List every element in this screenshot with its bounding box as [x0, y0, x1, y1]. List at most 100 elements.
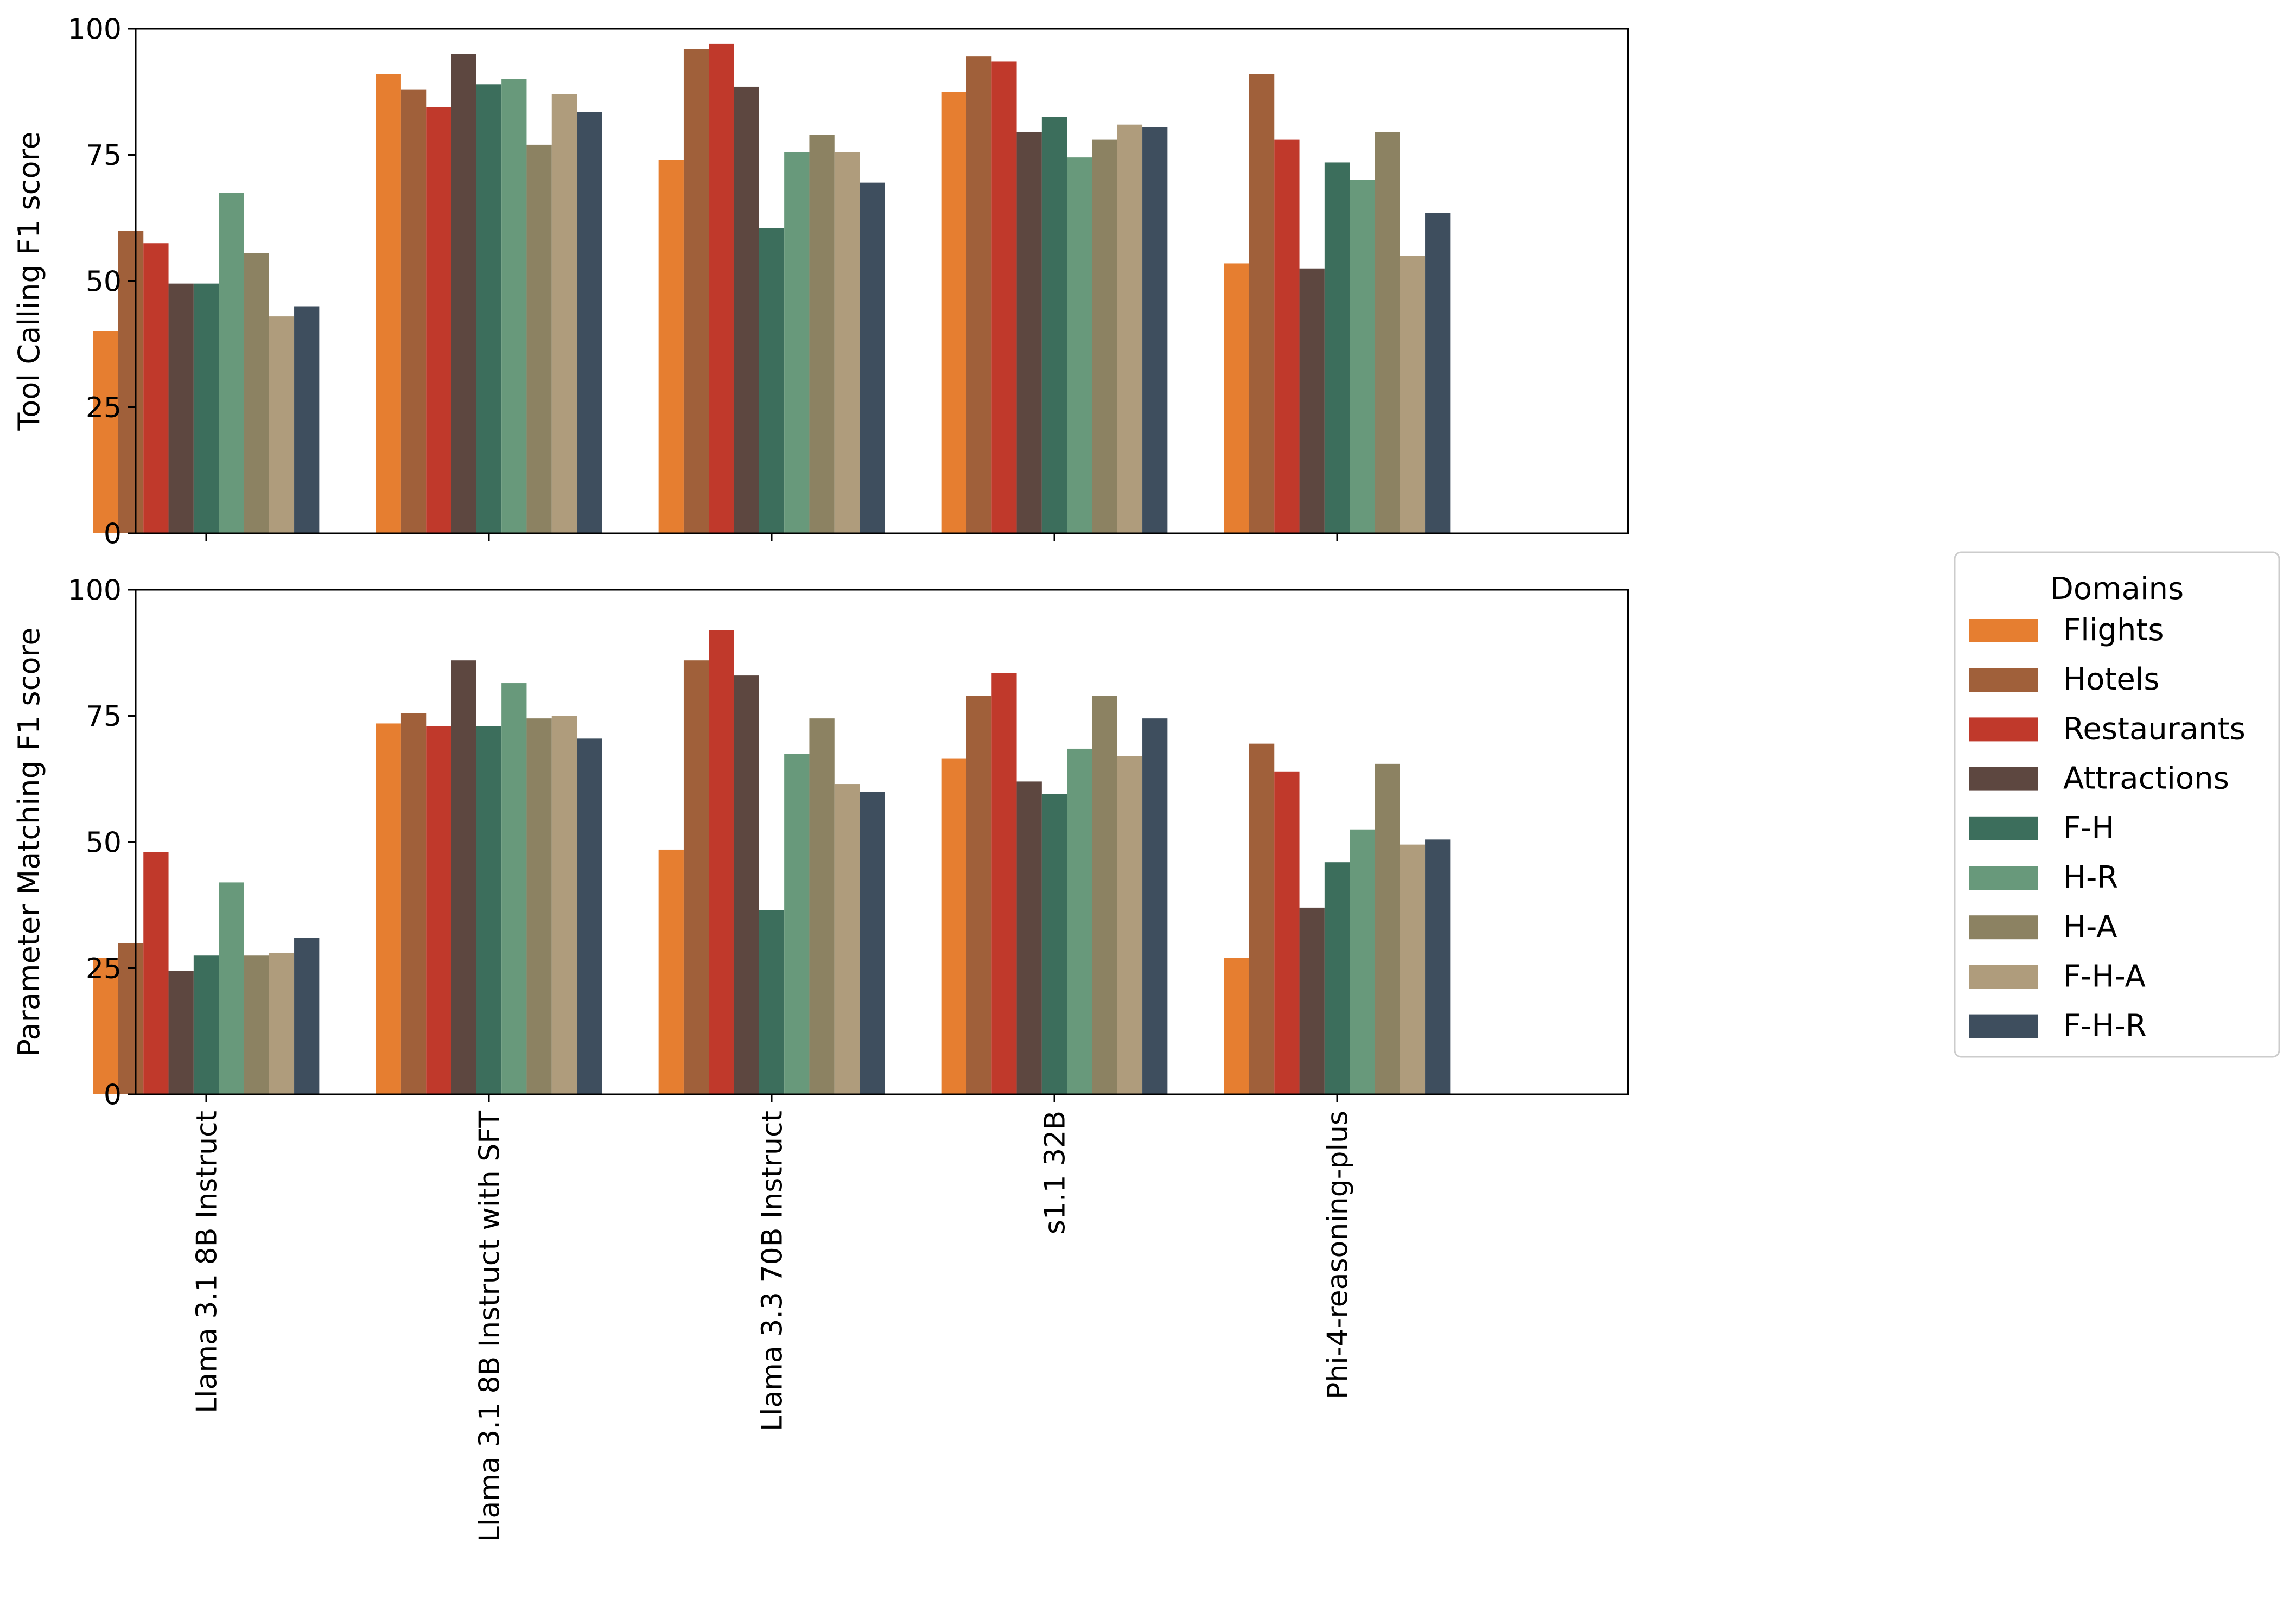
- bar-f-h-a-5: [1400, 844, 1426, 1094]
- bar-h-a-2: [526, 718, 552, 1094]
- bar-f-h-a-1: [269, 953, 295, 1094]
- bar-attractions-1: [168, 283, 194, 533]
- bar-h-a-4: [1092, 139, 1117, 534]
- bar-flights-2: [376, 74, 401, 533]
- bar-hotels-3: [683, 660, 709, 1094]
- legend-swatch-restaurants: [1969, 717, 2038, 742]
- bar-f-h-3: [759, 910, 785, 1094]
- bar-restaurants-2: [426, 107, 451, 533]
- bar-flights-1: [93, 331, 118, 533]
- bar-h-r-5: [1350, 180, 1375, 533]
- bar-f-h-r-4: [1142, 718, 1168, 1094]
- legend-swatch-f-h-a: [1969, 965, 2038, 989]
- bar-restaurants-2: [426, 726, 451, 1094]
- bar-restaurants-1: [143, 852, 169, 1094]
- bar-f-h-r-2: [577, 738, 602, 1094]
- bar-h-a-4: [1092, 696, 1117, 1094]
- bar-flights-5: [1224, 958, 1249, 1094]
- bar-h-a-5: [1375, 132, 1400, 533]
- y-tick-label: 100: [68, 575, 122, 607]
- bar-f-h-r-2: [577, 112, 602, 533]
- bar-f-h-r-5: [1425, 839, 1451, 1094]
- legend-swatch-f-h-r: [1969, 1014, 2038, 1038]
- bar-f-h-a-3: [834, 152, 860, 534]
- bar-h-r-1: [219, 193, 244, 533]
- bar-h-r-5: [1350, 829, 1375, 1094]
- y-tick-label: 0: [104, 518, 122, 551]
- x-tick-label: Phi-4-reasoning-plus: [1322, 1111, 1354, 1399]
- bar-f-h-a-2: [551, 94, 577, 533]
- bar-flights-3: [658, 160, 684, 533]
- y-tick-label: 25: [86, 392, 122, 424]
- bar-h-a-3: [809, 135, 835, 534]
- bar-hotels-1: [118, 943, 144, 1094]
- bar-hotels-4: [966, 56, 992, 533]
- x-tick-label: Llama 3.3 70B Instruct: [756, 1111, 789, 1431]
- bar-hotels-2: [400, 713, 427, 1094]
- bar-flights-1: [93, 958, 118, 1094]
- bar-f-h-a-2: [551, 716, 577, 1094]
- bar-f-h-4: [1041, 117, 1067, 533]
- bar-restaurants-5: [1274, 771, 1300, 1094]
- bar-f-h-r-1: [294, 306, 320, 533]
- legend-swatch-hotels: [1969, 668, 2038, 692]
- bar-h-r-1: [219, 882, 244, 1094]
- bar-attractions-5: [1299, 268, 1325, 533]
- bar-h-a-1: [244, 253, 269, 534]
- y-tick-label: 0: [104, 1079, 122, 1112]
- bar-f-h-4: [1041, 794, 1067, 1094]
- bar-h-a-1: [244, 955, 269, 1094]
- bar-hotels-5: [1249, 74, 1275, 533]
- bar-f-h-1: [193, 283, 219, 533]
- y-tick-label: 50: [86, 827, 122, 859]
- bar-restaurants-3: [709, 43, 734, 533]
- legend-swatch-flights: [1969, 619, 2038, 642]
- y-axis-label: Parameter Matching F1 score: [12, 627, 46, 1056]
- bar-f-h-5: [1324, 862, 1350, 1094]
- bar-f-h-r-5: [1425, 213, 1451, 533]
- legend: Domains Flights Hotels Restaurants Attractio…: [1954, 551, 2280, 1058]
- bar-restaurants-4: [991, 61, 1017, 533]
- bar-hotels-3: [683, 49, 709, 533]
- bar-h-r-4: [1067, 157, 1092, 533]
- bar-attractions-1: [168, 971, 194, 1094]
- bar-f-h-a-5: [1400, 256, 1426, 533]
- bar-h-a-5: [1375, 763, 1400, 1094]
- legend-label: Attractions: [2063, 761, 2229, 796]
- legend-swatch-attractions: [1969, 767, 2038, 791]
- y-axis-label: Tool Calling F1 score: [12, 131, 46, 431]
- legend-label: F-H: [2063, 811, 2115, 846]
- bar-hotels-4: [966, 696, 992, 1094]
- y-tick-label: 75: [86, 700, 122, 733]
- bar-f-h-2: [476, 84, 502, 534]
- bar-h-a-3: [809, 718, 835, 1094]
- chart-panel-2: 0 25 50 75 100 Parameter Matching F1 score Lla…: [12, 575, 1629, 1542]
- legend-label: F-H-A: [2063, 959, 2146, 994]
- bar-attractions-2: [451, 54, 476, 533]
- bar-h-a-2: [526, 144, 552, 533]
- bar-f-h-r-4: [1142, 127, 1168, 534]
- bar-hotels-1: [118, 231, 144, 533]
- legend-label: Hotels: [2063, 662, 2160, 697]
- bar-f-h-5: [1324, 162, 1350, 533]
- legend-label: H-R: [2063, 860, 2118, 895]
- bar-attractions-4: [1016, 781, 1042, 1094]
- bar-attractions-3: [734, 86, 759, 533]
- bar-flights-2: [376, 723, 401, 1094]
- bar-f-h-a-4: [1117, 756, 1143, 1094]
- bar-f-h-2: [476, 726, 502, 1094]
- legend-label: Flights: [2063, 613, 2164, 648]
- legend-swatch-f-h: [1969, 816, 2038, 840]
- y-tick-label: 75: [86, 139, 122, 172]
- bar-attractions-4: [1016, 132, 1042, 533]
- bar-f-h-1: [193, 955, 219, 1094]
- bar-attractions-5: [1299, 907, 1325, 1094]
- legend-label: F-H-R: [2063, 1009, 2147, 1044]
- y-tick-label: 100: [68, 14, 122, 46]
- bar-attractions-3: [734, 675, 759, 1094]
- legend-swatch-h-a: [1969, 915, 2038, 940]
- bar-attractions-2: [451, 660, 476, 1094]
- bar-restaurants-1: [143, 243, 169, 533]
- bar-h-r-2: [501, 683, 527, 1094]
- x-tick-label: Llama 3.1 8B Instruct: [191, 1111, 224, 1413]
